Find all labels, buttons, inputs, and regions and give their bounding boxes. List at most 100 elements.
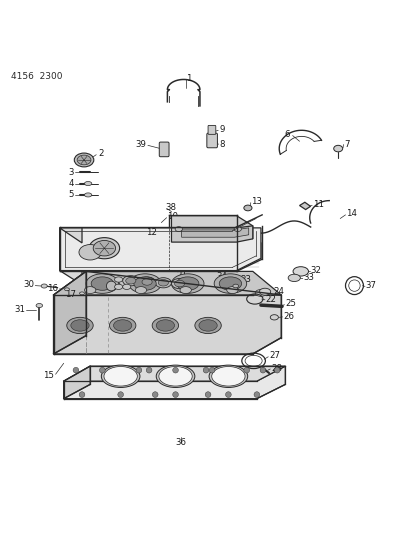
Text: 4: 4 bbox=[69, 179, 74, 188]
FancyBboxPatch shape bbox=[208, 125, 216, 134]
Text: 30: 30 bbox=[23, 280, 34, 289]
Ellipse shape bbox=[180, 287, 191, 294]
Ellipse shape bbox=[156, 320, 175, 331]
Circle shape bbox=[260, 367, 266, 373]
Ellipse shape bbox=[135, 287, 146, 294]
Ellipse shape bbox=[115, 277, 123, 282]
Circle shape bbox=[244, 367, 250, 373]
Ellipse shape bbox=[109, 317, 136, 334]
Text: 22: 22 bbox=[266, 295, 277, 303]
Ellipse shape bbox=[89, 238, 120, 259]
Polygon shape bbox=[171, 216, 253, 239]
Polygon shape bbox=[53, 295, 281, 354]
Circle shape bbox=[118, 392, 124, 398]
Circle shape bbox=[203, 367, 209, 373]
Circle shape bbox=[173, 367, 178, 373]
Polygon shape bbox=[82, 228, 261, 259]
Ellipse shape bbox=[171, 279, 188, 289]
Text: 5: 5 bbox=[69, 190, 74, 199]
Ellipse shape bbox=[134, 277, 156, 290]
Text: 29: 29 bbox=[93, 280, 104, 289]
Ellipse shape bbox=[159, 367, 192, 386]
Ellipse shape bbox=[84, 182, 92, 185]
Circle shape bbox=[205, 392, 211, 398]
Polygon shape bbox=[60, 228, 82, 243]
Polygon shape bbox=[171, 226, 253, 242]
Circle shape bbox=[106, 281, 116, 291]
Ellipse shape bbox=[175, 280, 185, 287]
Ellipse shape bbox=[139, 277, 155, 287]
Ellipse shape bbox=[64, 288, 69, 290]
Text: 36: 36 bbox=[175, 438, 186, 447]
Ellipse shape bbox=[214, 274, 247, 293]
Ellipse shape bbox=[86, 274, 119, 293]
Text: 18: 18 bbox=[102, 274, 113, 283]
Polygon shape bbox=[182, 228, 249, 237]
Ellipse shape bbox=[77, 155, 91, 165]
Ellipse shape bbox=[219, 277, 242, 290]
Ellipse shape bbox=[255, 289, 266, 296]
Text: 20: 20 bbox=[111, 281, 122, 290]
Circle shape bbox=[79, 392, 85, 398]
Ellipse shape bbox=[84, 287, 96, 294]
Ellipse shape bbox=[84, 193, 92, 197]
Circle shape bbox=[173, 392, 178, 398]
Text: 34: 34 bbox=[216, 272, 227, 281]
Ellipse shape bbox=[101, 365, 140, 387]
Text: 9: 9 bbox=[220, 125, 225, 134]
Text: 16: 16 bbox=[47, 284, 58, 293]
Ellipse shape bbox=[142, 279, 152, 285]
Text: 21: 21 bbox=[176, 271, 187, 280]
Text: 6: 6 bbox=[284, 130, 290, 139]
Text: 35: 35 bbox=[216, 281, 227, 290]
Ellipse shape bbox=[209, 365, 248, 387]
Circle shape bbox=[254, 392, 260, 398]
Circle shape bbox=[209, 367, 215, 373]
Ellipse shape bbox=[288, 274, 300, 281]
Text: 12: 12 bbox=[146, 228, 157, 237]
Ellipse shape bbox=[79, 245, 101, 260]
Ellipse shape bbox=[67, 317, 93, 334]
Polygon shape bbox=[64, 366, 285, 381]
Ellipse shape bbox=[293, 266, 308, 276]
Text: 27: 27 bbox=[269, 351, 280, 360]
Circle shape bbox=[146, 367, 152, 373]
Ellipse shape bbox=[244, 205, 252, 211]
Text: 25: 25 bbox=[285, 300, 296, 309]
Text: 10: 10 bbox=[167, 212, 178, 221]
Text: 37: 37 bbox=[366, 281, 377, 290]
Ellipse shape bbox=[91, 277, 113, 290]
Text: 11: 11 bbox=[313, 200, 324, 209]
Ellipse shape bbox=[177, 277, 199, 290]
Polygon shape bbox=[60, 228, 82, 285]
Circle shape bbox=[73, 367, 79, 373]
Circle shape bbox=[136, 367, 142, 373]
Text: 1: 1 bbox=[186, 74, 192, 83]
Ellipse shape bbox=[41, 284, 47, 288]
Ellipse shape bbox=[175, 227, 182, 231]
Ellipse shape bbox=[234, 227, 242, 231]
Polygon shape bbox=[53, 271, 86, 354]
Text: 7: 7 bbox=[344, 140, 350, 149]
Ellipse shape bbox=[233, 284, 239, 288]
Ellipse shape bbox=[36, 303, 42, 308]
Text: 38: 38 bbox=[165, 203, 176, 212]
Ellipse shape bbox=[126, 278, 136, 284]
Ellipse shape bbox=[270, 314, 278, 320]
Ellipse shape bbox=[71, 320, 89, 331]
Text: 2: 2 bbox=[98, 149, 104, 158]
Text: 32: 32 bbox=[310, 266, 322, 275]
Circle shape bbox=[152, 392, 158, 398]
Text: 4156  2300: 4156 2300 bbox=[11, 72, 62, 81]
Ellipse shape bbox=[123, 284, 131, 289]
Ellipse shape bbox=[259, 288, 271, 295]
Text: 3: 3 bbox=[69, 168, 74, 176]
Ellipse shape bbox=[156, 365, 195, 387]
Ellipse shape bbox=[158, 279, 169, 286]
Ellipse shape bbox=[80, 292, 84, 295]
Ellipse shape bbox=[171, 274, 204, 293]
Polygon shape bbox=[64, 366, 90, 399]
Text: 8: 8 bbox=[220, 140, 225, 149]
Text: 15: 15 bbox=[43, 371, 54, 380]
Polygon shape bbox=[53, 271, 281, 295]
